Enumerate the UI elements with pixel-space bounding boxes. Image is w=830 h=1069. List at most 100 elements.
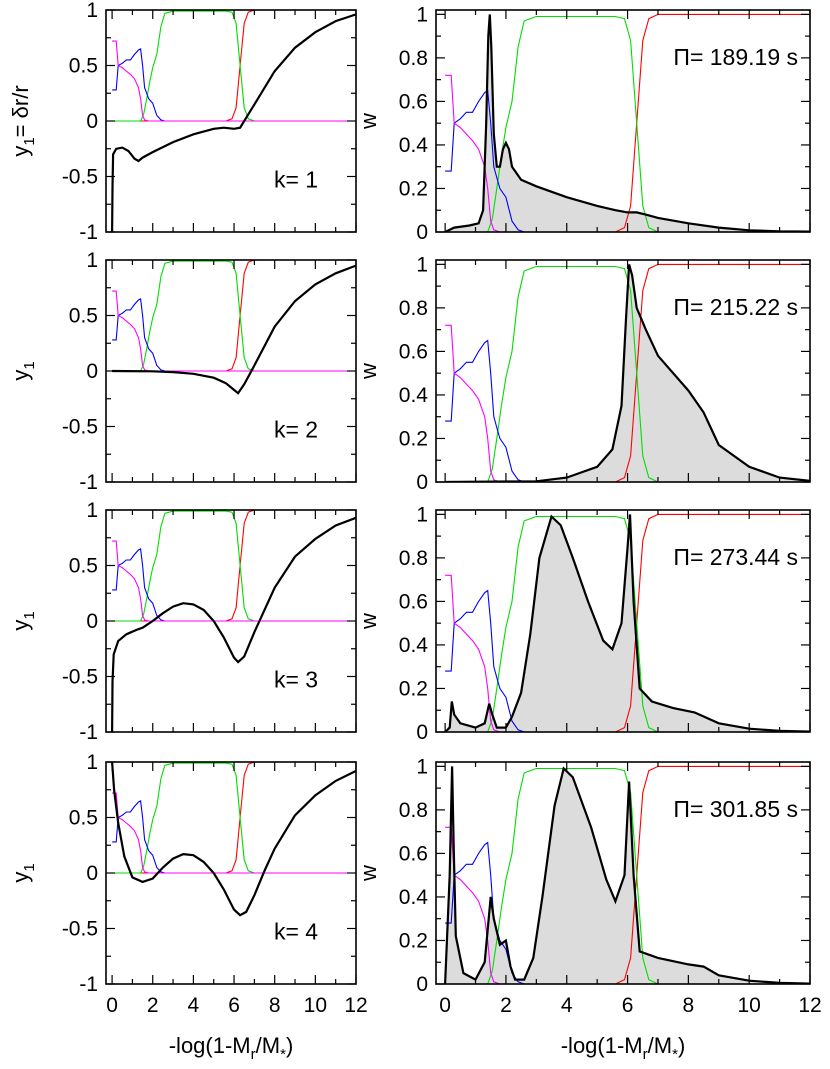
- x-tick-label: 4: [188, 994, 200, 1017]
- weight-fill: [445, 514, 810, 732]
- oxygen-profile: [445, 74, 810, 232]
- helium-profile: [445, 767, 810, 984]
- y-tick-label: 1: [86, 249, 98, 272]
- y-tick-label: 0.8: [399, 799, 428, 822]
- x-tick-label: 10: [304, 994, 327, 1017]
- x-tick-label: 2: [500, 994, 512, 1017]
- y-tick-label: 1: [86, 499, 98, 522]
- oxygen-profile: [112, 540, 356, 622]
- y-tick-label: 0.4: [399, 886, 429, 909]
- mode-k-label: k= 3: [274, 667, 318, 693]
- eigenfunction-y1-curve: [111, 762, 356, 917]
- panel-weight-row-1: 0 0.2 0.4 0.6 0.8 1 w Π= 189.19 s: [356, 3, 811, 244]
- x-tick-label: 6: [622, 994, 634, 1017]
- hydrogen-profile: [112, 10, 356, 122]
- x-tick-label: 8: [683, 994, 695, 1017]
- helium-profile: [112, 260, 356, 372]
- period-label: Π= 189.19 s: [673, 44, 798, 70]
- period-label: Π= 301.85 s: [673, 796, 798, 822]
- y-tick-label: 0.6: [399, 340, 428, 363]
- panel-mode-row-2: -1 -0.5 0 0.5 1 y1 k= 2: [8, 249, 357, 494]
- y-tick-label: 0: [86, 360, 98, 383]
- panel-mode-row-3: -1 -0.5 0 0.5 1 y1 k= 3: [8, 499, 357, 744]
- y-tick-label: -1: [79, 221, 98, 244]
- helium-profile: [445, 15, 810, 232]
- y-axis-label: w: [356, 865, 381, 882]
- carbon-profile: [445, 339, 810, 482]
- period-label: Π= 273.44 s: [673, 544, 798, 570]
- y-tick-label: 1: [416, 253, 428, 276]
- mode-k-label: k= 1: [274, 167, 318, 193]
- y-tick-label: 0.5: [69, 807, 98, 830]
- weight-fill: [445, 766, 810, 984]
- mode-k-label: k= 4: [274, 919, 318, 945]
- panel-weight-row-2: 0 0.2 0.4 0.6 0.8 1 w Π= 215.22 s: [356, 253, 811, 494]
- y-axis-label: w: [356, 613, 381, 630]
- y-tick-label: 0.4: [399, 134, 429, 157]
- plot-area: [112, 260, 356, 395]
- y-tick-label: 0.5: [69, 555, 98, 578]
- helium-profile: [112, 10, 356, 122]
- y-tick-label: 0.6: [399, 90, 428, 113]
- carbon-profile: [112, 298, 356, 372]
- weight-fill: [445, 264, 810, 482]
- carbon-profile: [445, 89, 810, 232]
- plot-area: [445, 263, 810, 482]
- y-tick-label: 0.2: [399, 929, 428, 952]
- plot-area: [444, 765, 810, 984]
- y-tick-label: -1: [79, 721, 98, 744]
- y-axis-label: w: [356, 113, 381, 130]
- hydrogen-profile: [112, 762, 356, 874]
- y-tick-label: 0: [416, 471, 428, 494]
- y-tick-label: 0.5: [69, 305, 98, 328]
- y-tick-label: 0: [416, 721, 428, 744]
- plot-area: [444, 13, 810, 232]
- weight-function-curve: [444, 766, 810, 984]
- eigenfunction-y1-curve: [111, 516, 356, 732]
- y-tick-label: 0: [416, 973, 428, 996]
- axes-frame: [435, 509, 811, 733]
- plot-area: [444, 513, 810, 732]
- y-tick-label: 0.4: [399, 634, 429, 657]
- weight-function-curve: [444, 514, 810, 732]
- eigenfunction-y1-curve: [111, 13, 356, 232]
- y-tick-label: 0: [86, 862, 98, 885]
- y-tick-label: 0.2: [399, 427, 428, 450]
- x-tick-label: 0: [439, 994, 451, 1017]
- carbon-profile: [112, 48, 356, 122]
- period-label: Π= 215.22 s: [673, 294, 798, 320]
- oxygen-profile: [112, 792, 356, 874]
- helium-profile: [112, 762, 356, 874]
- y-tick-label: 0.6: [399, 590, 428, 613]
- y-tick-label: 0: [86, 110, 98, 133]
- y-tick-label: 1: [86, 0, 98, 22]
- y-tick-label: -0.5: [62, 918, 98, 941]
- x-tick-label: 12: [798, 994, 821, 1017]
- oxygen-profile: [112, 40, 356, 122]
- y-axis-label: y1: [8, 611, 38, 630]
- plot-area: [111, 762, 356, 917]
- y-tick-label: 1: [86, 751, 98, 774]
- y-tick-label: 0: [86, 610, 98, 633]
- y-tick-label: 0.8: [399, 47, 428, 70]
- weight-function-curve: [444, 14, 810, 232]
- y-tick-label: 0.6: [399, 842, 428, 865]
- y-tick-label: 0.4: [399, 384, 429, 407]
- panel-weight-row-3: 0 0.2 0.4 0.6 0.8 1 w Π= 273.44 s: [356, 503, 811, 744]
- helium-profile: [445, 265, 810, 482]
- x-tick-label: 12: [344, 994, 367, 1017]
- oxygen-profile: [445, 324, 810, 482]
- y-axis-label: y1: [8, 361, 38, 380]
- panel-mode-row-1: -1 -0.5 0 0.5 1 y1= δr/r k= 1: [8, 0, 357, 244]
- x-tick-label: 6: [228, 994, 240, 1017]
- y-tick-label: 0.2: [399, 677, 428, 700]
- y-tick-label: -1: [79, 471, 98, 494]
- axes-frame: [435, 9, 811, 233]
- hydrogen-profile: [112, 510, 356, 622]
- oxygen-profile: [112, 290, 356, 372]
- eigenfunction-y1-curve: [112, 264, 356, 395]
- y-tick-label: 0.8: [399, 547, 428, 570]
